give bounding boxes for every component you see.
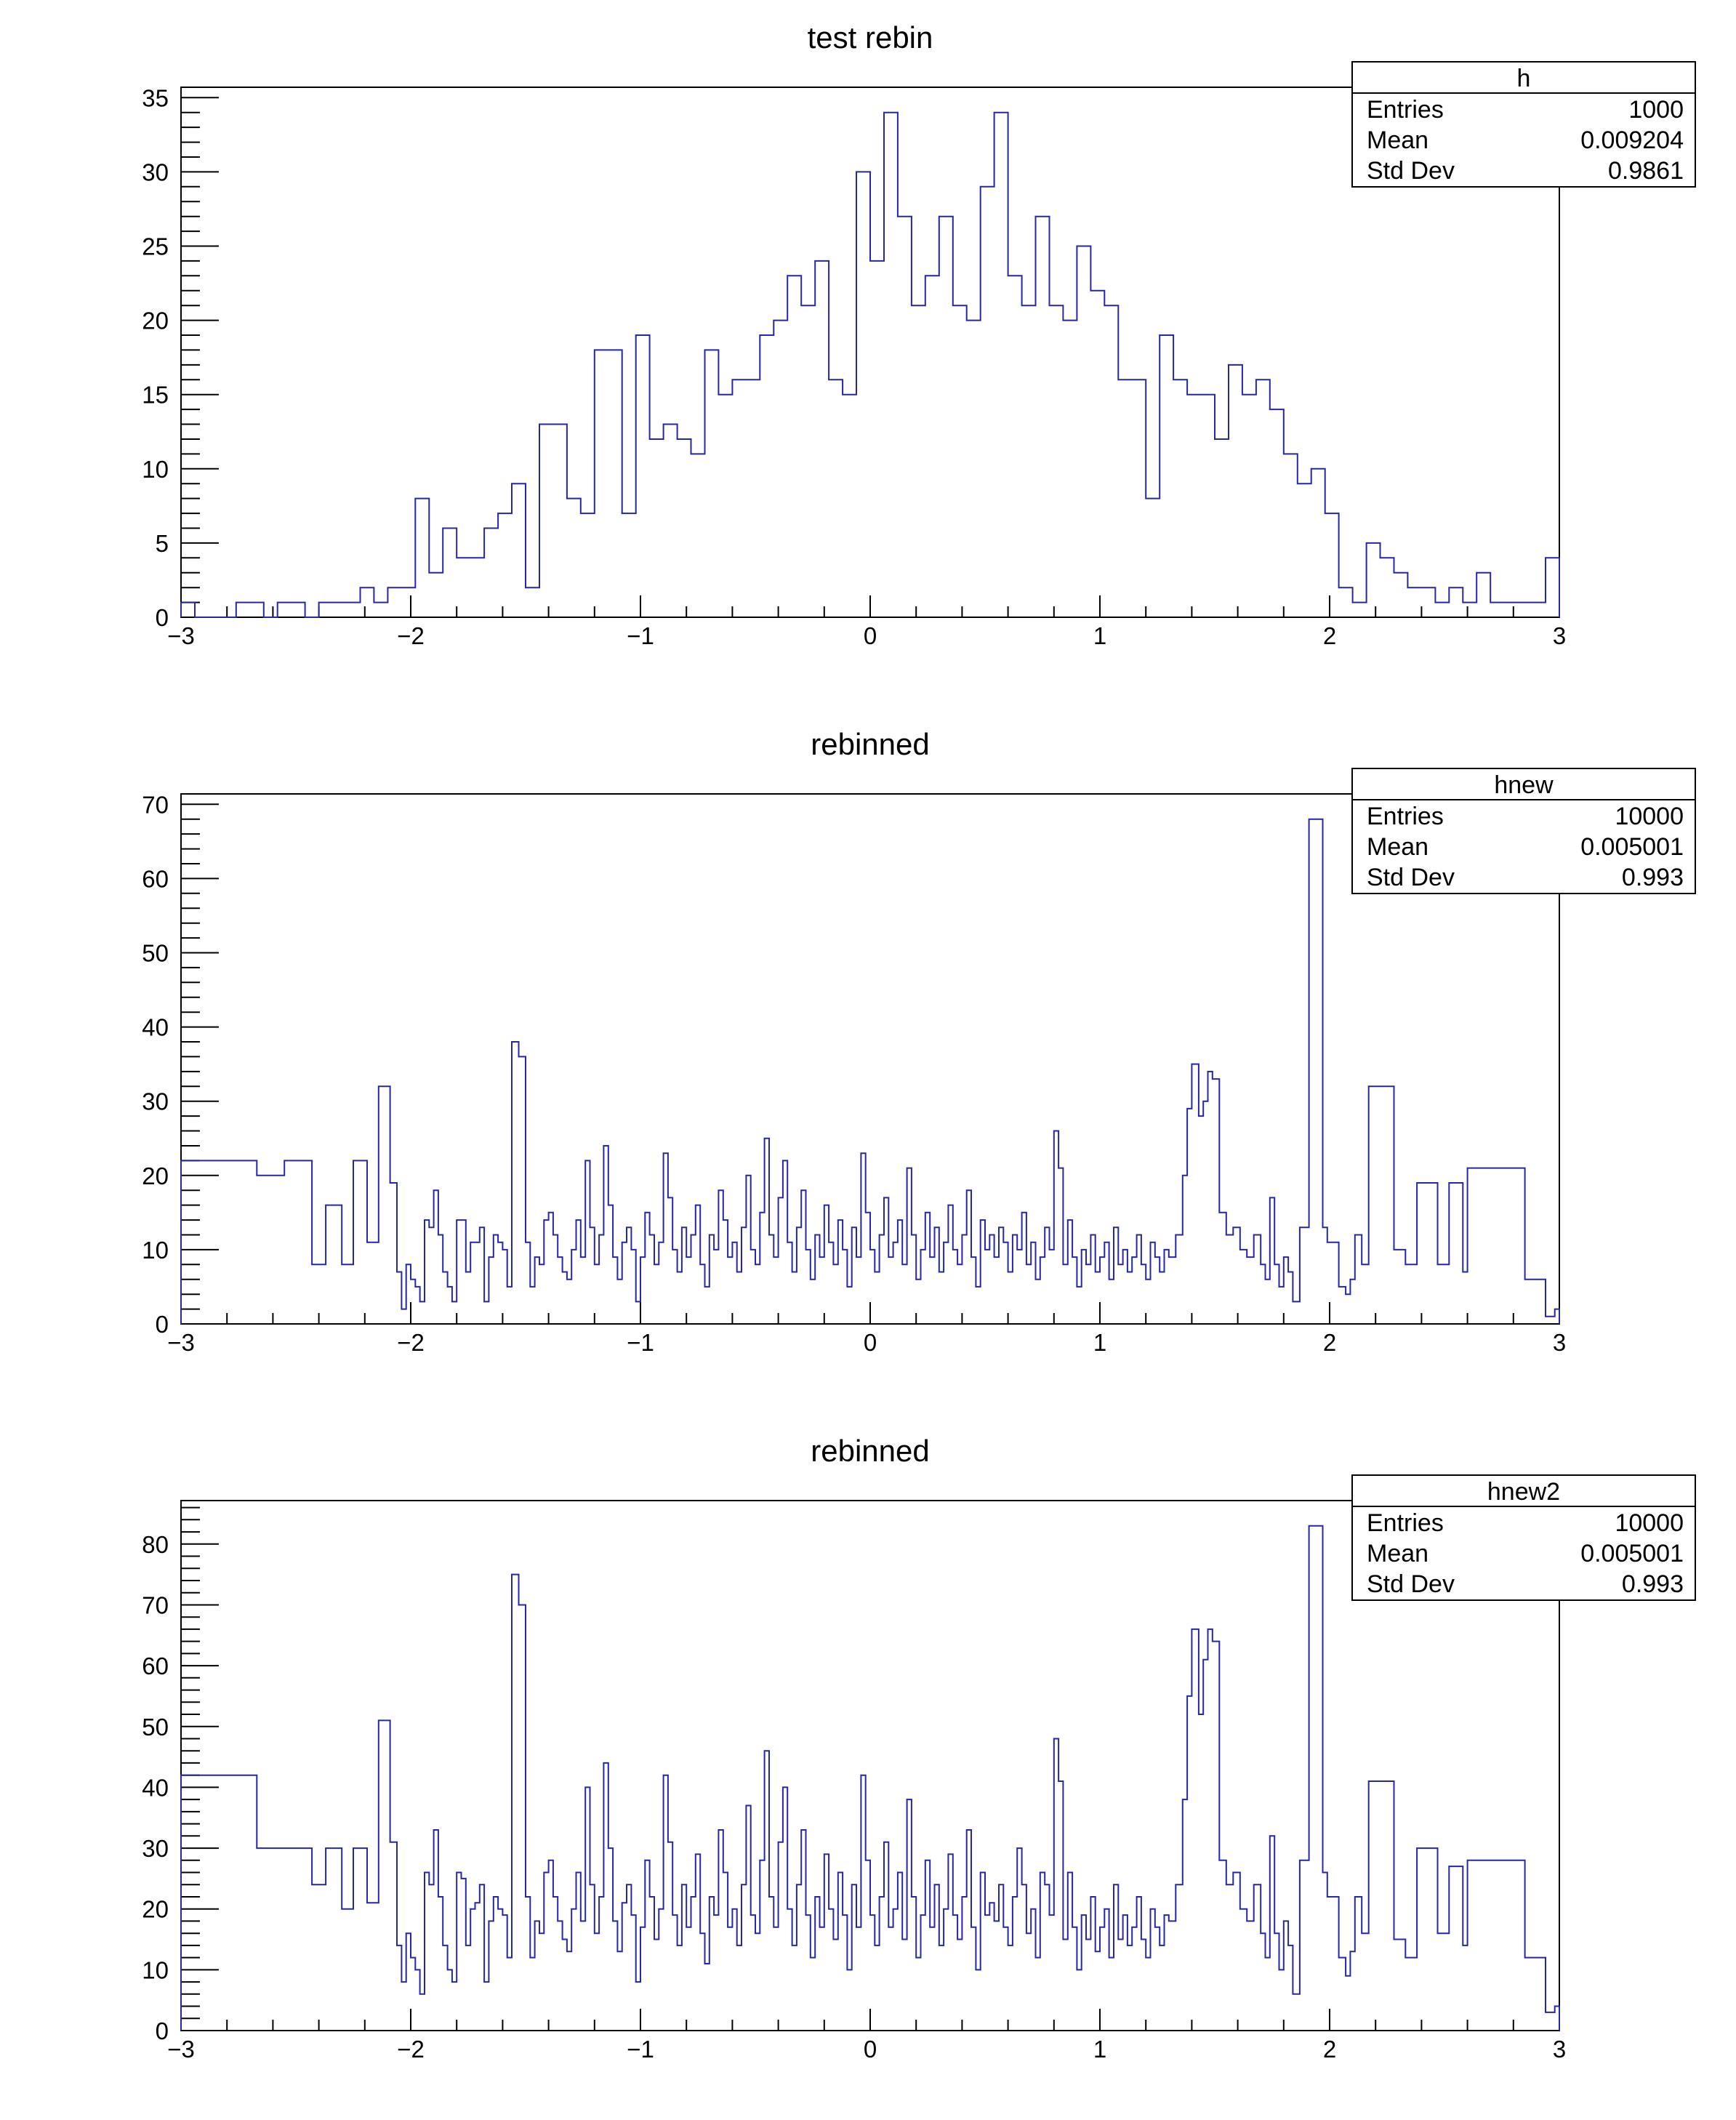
stats-stddev-value: 0.993 — [1622, 864, 1684, 891]
y-tick-label: 20 — [142, 308, 169, 334]
stats-stddev-value: 0.993 — [1622, 1570, 1684, 1598]
y-tick-label: 0 — [156, 2017, 169, 2044]
y-tick-label: 0 — [156, 1311, 169, 1338]
stats-stddev-value: 0.9861 — [1608, 157, 1684, 185]
y-tick-label: 0 — [156, 604, 169, 631]
pad-rebinned-hnew: rebinned −3 −2 −1 0 1 2 3 0 10 20 30 40 50 60 70 hnew … — [0, 707, 1736, 1413]
stats-entries-label: Entries — [1367, 1509, 1444, 1537]
x-tick-label: −1 — [627, 2036, 654, 2063]
y-tick-label: 10 — [142, 1237, 169, 1264]
y-tick-label: 60 — [142, 865, 169, 892]
stats-title: h — [1517, 65, 1531, 92]
plot-title: rebinned — [811, 1434, 929, 1468]
x-tick-label: 1 — [1093, 2036, 1106, 2063]
y-tick-label: 30 — [142, 158, 169, 185]
stats-stddev-label: Std Dev — [1367, 1570, 1455, 1598]
stats-mean-value: 0.005001 — [1580, 1540, 1684, 1567]
x-tick-label: 3 — [1553, 1329, 1566, 1356]
y-tick-label: 30 — [142, 1088, 169, 1115]
stats-mean-label: Mean — [1367, 127, 1428, 154]
stats-entries-value: 10000 — [1615, 803, 1684, 830]
stats-box: hnew Entries 10000 Mean 0.005001 Std Dev… — [1351, 768, 1696, 894]
y-tick-label: 60 — [142, 1653, 169, 1679]
stats-title: hnew2 — [1487, 1478, 1560, 1506]
x-tick-label: 2 — [1323, 2036, 1336, 2063]
y-tick-label: 10 — [142, 456, 169, 483]
hist-layer — [180, 1525, 1560, 2031]
y-tick-label: 50 — [142, 940, 169, 967]
stats-box-frame — [1351, 1474, 1696, 1601]
stats-mean-value: 0.005001 — [1580, 833, 1684, 861]
stats-stddev-label: Std Dev — [1367, 157, 1455, 185]
plot-title: rebinned — [811, 727, 929, 761]
y-tick-label: 35 — [142, 84, 169, 111]
stats-entries-value: 10000 — [1615, 1509, 1684, 1537]
y-tick-label: 10 — [142, 1956, 169, 1983]
stats-title: hnew — [1494, 771, 1554, 799]
y-tick-label: 30 — [142, 1835, 169, 1862]
y-tick-label: 80 — [142, 1531, 169, 1558]
y-tick-label: 5 — [156, 530, 169, 557]
stats-entries-value: 1000 — [1628, 96, 1684, 124]
stats-entries-label: Entries — [1367, 96, 1444, 124]
x-tick-label: −2 — [397, 1329, 425, 1356]
histogram-step-line — [180, 1525, 1560, 2031]
y-tick-label: 40 — [142, 1774, 169, 1801]
stats-box: hnew2 Entries 10000 Mean 0.005001 Std De… — [1351, 1474, 1696, 1601]
x-tick-label: −2 — [397, 2036, 425, 2063]
stats-stddev-label: Std Dev — [1367, 864, 1455, 891]
stats-entries-label: Entries — [1367, 803, 1444, 830]
stats-box: h Entries 1000 Mean 0.009204 Std Dev 0.9… — [1351, 61, 1696, 188]
x-tick-label: −3 — [167, 622, 195, 649]
x-tick-label: 2 — [1323, 1329, 1336, 1356]
x-tick-label: −1 — [627, 622, 654, 649]
x-tick-label: 0 — [864, 622, 877, 649]
pad-rebinned-hnew2: rebinned −3 −2 −1 0 1 2 3 0 10 20 30 40 50 60 70 80 hne… — [0, 1413, 1736, 2120]
y-tick-label: 25 — [142, 233, 169, 260]
x-tick-label: 1 — [1093, 622, 1106, 649]
stats-mean-label: Mean — [1367, 1540, 1428, 1567]
y-tick-label: 70 — [142, 1592, 169, 1619]
x-tick-label: 2 — [1323, 622, 1336, 649]
stats-box-frame — [1351, 768, 1696, 894]
y-tick-label: 20 — [142, 1163, 169, 1189]
x-tick-label: 3 — [1553, 2036, 1566, 2063]
y-tick-label: 50 — [142, 1714, 169, 1740]
pad-test-rebin: test rebin −3 −2 −1 0 1 2 3 0 5 10 15 20 25 30 35 h En… — [0, 0, 1736, 707]
hist-layer — [180, 111, 1560, 618]
histogram-step-line — [180, 818, 1560, 1324]
plot-title: test rebin — [808, 20, 933, 55]
x-tick-label: −2 — [397, 622, 425, 649]
stats-mean-label: Mean — [1367, 833, 1428, 861]
x-tick-label: 0 — [864, 1329, 877, 1356]
x-tick-label: 3 — [1553, 622, 1566, 649]
hist-layer — [180, 818, 1560, 1324]
stats-box-frame — [1351, 61, 1696, 188]
y-tick-label: 15 — [142, 382, 169, 409]
y-tick-label: 70 — [142, 791, 169, 818]
y-tick-label: 40 — [142, 1014, 169, 1041]
x-tick-label: 1 — [1093, 1329, 1106, 1356]
x-tick-label: −3 — [167, 1329, 195, 1356]
y-tick-label: 20 — [142, 1896, 169, 1923]
stats-mean-value: 0.009204 — [1580, 127, 1684, 154]
x-tick-label: −1 — [627, 1329, 654, 1356]
x-tick-label: 0 — [864, 2036, 877, 2063]
x-tick-label: −3 — [167, 2036, 195, 2063]
histogram-step-line — [180, 111, 1560, 618]
